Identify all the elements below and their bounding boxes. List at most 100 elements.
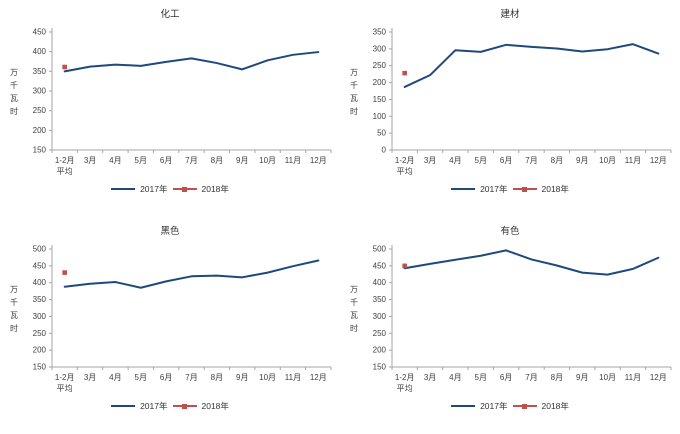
x-tick-label: 8月 [551, 156, 563, 165]
x-tick-label: 7月 [525, 373, 537, 382]
x-tick-label: 11月 [625, 373, 641, 382]
x-tick-label: 5月 [135, 373, 147, 382]
x-tick-label: 平均 [397, 383, 413, 393]
series-line-2017年 [403, 43, 660, 88]
x-tick-label: 9月 [576, 156, 588, 165]
y-tick-label: 200 [33, 346, 47, 355]
x-tick-label: 7月 [525, 156, 537, 165]
chart-body: 万千瓦时 0 50 100 150 200 250 300 350 1-2月 平均 3月 4月 5月 6月… [340, 20, 680, 180]
x-tick-label: 12月 [650, 156, 667, 165]
x-tick-label: 10月 [259, 156, 276, 165]
chart-panel-ferrous: 黑色 万千瓦时 150 200 250 300 350 400 450 500 1-2月 平均 3月… [0, 217, 340, 434]
x-tick-label: 3月 [84, 373, 96, 382]
x-tick-label: 1-2月 [395, 373, 415, 382]
legend-marker-swatch-2018 [172, 403, 197, 409]
axes [49, 245, 332, 370]
y-tick-label: 200 [373, 346, 387, 355]
chart-body: 万千瓦时 150 200 250 300 350 400 450 500 1-2月 平均 3月 4月 5… [340, 237, 680, 397]
y-tick-label: 350 [33, 67, 47, 76]
y-axis-label: 万千瓦时 [350, 285, 358, 333]
series-marker-2018年 [62, 270, 67, 275]
y-tick-label: 500 [33, 245, 47, 254]
legend-line-swatch-2017 [111, 405, 136, 407]
x-tick-label: 1-2月 [55, 156, 75, 165]
series-line-2017年 [403, 249, 660, 276]
legend-label-2018: 2018年 [201, 401, 229, 411]
chart-legend: 2017年 2018年 [0, 399, 340, 413]
x-tick-label: 11月 [285, 373, 301, 382]
x-tick-label: 3月 [424, 156, 436, 165]
y-tick-label: 150 [373, 363, 387, 372]
x-tick-label: 12月 [310, 156, 327, 165]
y-tick-label: 400 [33, 278, 47, 287]
x-tick-label: 4月 [109, 373, 121, 382]
chart-legend: 2017年 2018年 [0, 182, 340, 196]
x-tick-label: 平均 [57, 383, 73, 393]
y-tick-label: 400 [373, 278, 387, 287]
x-tick-label: 6月 [160, 156, 172, 165]
legend-line-swatch-2017 [451, 405, 476, 407]
x-tick-label: 6月 [160, 373, 172, 382]
x-tick-label: 5月 [475, 373, 487, 382]
x-tick-label: 10月 [599, 373, 616, 382]
x-tick-label: 8月 [211, 373, 223, 382]
series-line-2017年 [63, 51, 320, 73]
legend-label-2018: 2018年 [201, 184, 229, 194]
y-tick-label: 50 [377, 129, 386, 138]
legend-label-2018: 2018年 [541, 184, 569, 194]
y-axis-label: 万千瓦时 [10, 285, 18, 333]
x-tick-label: 12月 [310, 373, 327, 382]
series-marker-2018年 [402, 70, 407, 76]
y-tick-label: 300 [33, 312, 47, 321]
y-tick-label: 300 [373, 44, 387, 53]
y-tick-label: 100 [373, 112, 387, 121]
x-tick-label: 4月 [449, 373, 461, 382]
series-marker-2018年 [62, 64, 67, 70]
y-tick-label: 400 [33, 47, 47, 56]
x-tick-label: 11月 [625, 156, 641, 165]
x-tick-label: 10月 [259, 373, 276, 382]
x-tick-label: 8月 [211, 156, 223, 165]
axes [49, 28, 332, 153]
y-tick-label: 450 [33, 261, 47, 270]
chart-panel-building-materials: 建材 万千瓦时 0 50 100 150 200 250 300 350 1-2月 平均 3月 4月 5… [340, 0, 680, 217]
y-tick-label: 450 [373, 261, 387, 270]
chart-body: 万千瓦时 150 200 250 300 350 400 450 1-2月 平均 3月 4月 5月 6月… [0, 20, 340, 180]
chart-title: 化工 [160, 9, 180, 20]
x-tick-label: 6月 [500, 373, 512, 382]
chart-title: 建材 [500, 9, 520, 20]
x-tick-label: 10月 [599, 156, 616, 165]
chart-title: 黑色 [160, 226, 180, 237]
y-tick-label: 300 [33, 87, 47, 96]
y-tick-label: 200 [373, 78, 387, 87]
legend-label-2017: 2017年 [140, 401, 168, 411]
legend-label-2018: 2018年 [541, 401, 569, 411]
axes [389, 245, 672, 370]
y-tick-label: 150 [373, 95, 387, 104]
legend-label-2017: 2017年 [140, 184, 168, 194]
x-tick-label: 4月 [449, 156, 461, 165]
legend-line-swatch-2017 [111, 188, 136, 190]
chart-title: 有色 [500, 226, 520, 237]
y-tick-label: 150 [33, 146, 47, 155]
y-tick-label: 350 [33, 295, 47, 304]
y-tick-label: 0 [382, 146, 387, 155]
y-axis-label: 万千瓦时 [350, 68, 358, 116]
y-tick-label: 300 [373, 312, 387, 321]
chart-legend: 2017年 2018年 [340, 399, 680, 413]
chart-panel-chemical: 化工 万千瓦时 150 200 250 300 350 400 450 1-2月 平均 3月 4月 5… [0, 0, 340, 217]
chart-legend: 2017年 2018年 [340, 182, 680, 196]
x-tick-label: 9月 [576, 373, 588, 382]
x-tick-label: 9月 [236, 373, 248, 382]
x-tick-label: 1-2月 [395, 156, 415, 165]
y-tick-label: 500 [373, 245, 387, 254]
x-tick-label: 3月 [424, 373, 436, 382]
x-tick-label: 5月 [475, 156, 487, 165]
